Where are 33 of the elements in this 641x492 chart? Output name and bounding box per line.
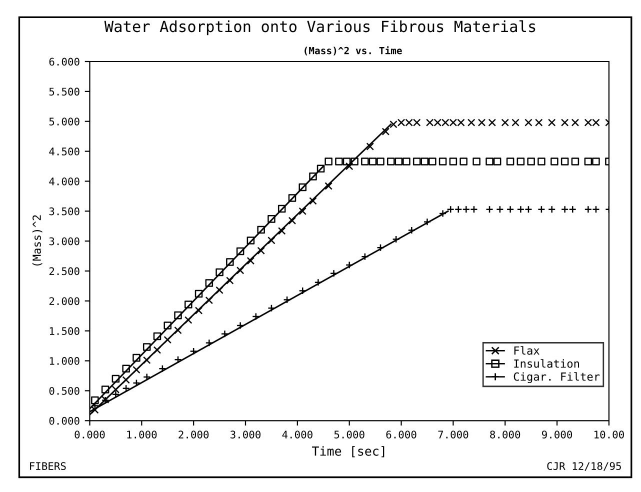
- y-tick-label: 4.500: [49, 148, 80, 156]
- y-tick-label: 4.000: [49, 177, 80, 186]
- y-tick-label: 2.000: [49, 297, 80, 306]
- y-tick-label: 1.000: [50, 357, 80, 365]
- chart-subtitle: (Mass)^2 vs. Time: [304, 46, 402, 56]
- text: FIBERS: [30, 462, 66, 470]
- x-tick-label: 0.000: [74, 430, 105, 438]
- x-tick-label: 5.000: [334, 430, 364, 438]
- legend-label: Insulation: [514, 359, 580, 368]
- x-tick-label: 7.000: [438, 430, 468, 438]
- text: CJR 12/18/95: [547, 462, 621, 471]
- y-tick-label: 1.500: [50, 327, 80, 336]
- y-tick-label: 0.000: [49, 416, 80, 425]
- x-axis-title: Time [sec]: [312, 446, 384, 458]
- y-tick-label: 2.500: [49, 267, 80, 276]
- y-axis-title: (Mass)^2: [32, 215, 42, 266]
- chart-title: Water Adsorption onto Various Fibrous Materials: [104, 20, 536, 36]
- y-tick-label: 5.000: [49, 118, 80, 126]
- legend-label: Flax: [514, 346, 540, 355]
- x-tick-label: 4.000: [282, 430, 312, 438]
- y-tick-label: 3.500: [49, 207, 80, 216]
- y-tick-label: 3.000: [49, 237, 80, 246]
- y-tick-label: 5.500: [49, 88, 80, 96]
- x-tick-label: 3.000: [230, 430, 261, 438]
- x-tick-label: 1.000: [127, 430, 157, 438]
- y-tick-label: 6.000: [49, 58, 80, 66]
- x-tick-label: 6.000: [386, 430, 416, 438]
- x-tick-label: 2.000: [178, 430, 209, 438]
- y-tick-label: 0.500: [49, 386, 80, 395]
- legend-label: Cigar. Filter: [514, 372, 600, 384]
- x-tick-label: 10.00: [594, 430, 624, 438]
- x-tick-label: 9.000: [542, 430, 572, 438]
- x-tick-label: 8.000: [490, 430, 520, 438]
